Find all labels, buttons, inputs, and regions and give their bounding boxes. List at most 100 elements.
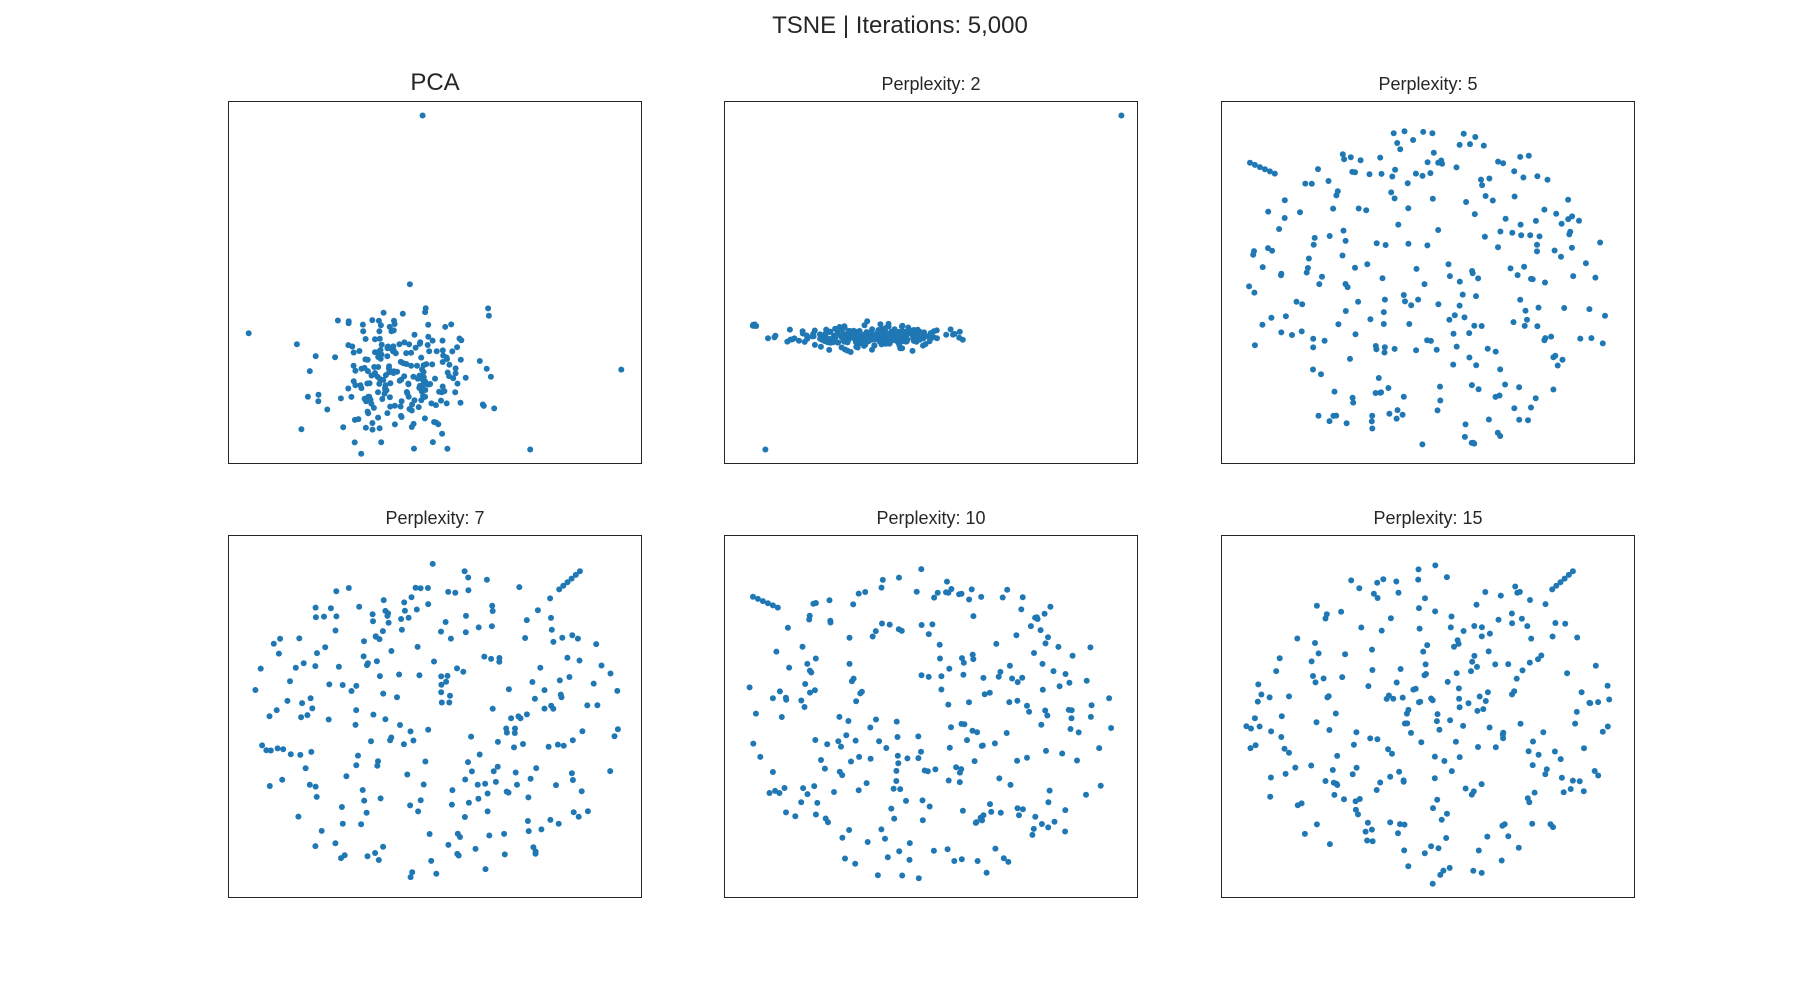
scatter-point xyxy=(1528,635,1535,642)
scatter-point xyxy=(812,737,819,743)
scatter-point xyxy=(1595,699,1602,706)
scatter-point xyxy=(838,743,844,750)
scatter-point xyxy=(1044,712,1051,719)
scatter-point xyxy=(1041,610,1048,617)
scatter-point xyxy=(364,853,371,860)
scatter-point xyxy=(343,773,350,780)
scatter-point xyxy=(488,623,495,630)
scatter-point xyxy=(945,701,952,708)
scatter-point xyxy=(1415,296,1422,303)
scatter-point xyxy=(584,702,591,709)
scatter-point xyxy=(1412,170,1419,177)
scatter-point xyxy=(452,589,459,596)
scatter-point xyxy=(352,382,359,389)
scatter-point xyxy=(426,348,433,355)
scatter-point xyxy=(1282,770,1289,777)
scatter-point xyxy=(924,768,931,775)
scatter-point xyxy=(472,845,479,852)
scatter-point xyxy=(1069,652,1076,659)
scatter-point xyxy=(1074,757,1080,764)
scatter-point xyxy=(981,691,988,698)
scatter-point xyxy=(1313,821,1320,828)
scatter-point xyxy=(1047,603,1054,610)
scatter-point xyxy=(406,281,413,288)
scatter-point xyxy=(1304,265,1311,271)
scatter-point xyxy=(279,776,286,783)
scatter-point xyxy=(1567,228,1574,235)
scatter-point xyxy=(783,809,789,816)
scatter-point xyxy=(1561,305,1568,311)
scatter-point xyxy=(1007,781,1014,788)
scatter-point xyxy=(1097,782,1104,789)
scatter-point xyxy=(1326,841,1333,848)
scatter-point xyxy=(1525,417,1531,424)
scatter-point xyxy=(438,673,445,680)
scatter-point xyxy=(387,380,394,387)
scatter-point xyxy=(1500,729,1507,736)
scatter-point xyxy=(1026,708,1033,715)
scatter-point xyxy=(421,415,428,422)
scatter-point xyxy=(1518,615,1525,622)
scatter-point xyxy=(1548,333,1555,340)
panel-title: Perplexity: 7 xyxy=(385,508,485,528)
scatter-point xyxy=(826,597,833,604)
scatter-point xyxy=(877,321,884,328)
scatter-point xyxy=(948,724,954,731)
scatter-point xyxy=(1461,433,1468,440)
scatter-point xyxy=(584,808,591,815)
scatter-point xyxy=(548,626,555,633)
scatter-point xyxy=(1382,242,1389,248)
scatter-point xyxy=(399,310,406,317)
scatter-point xyxy=(487,373,494,380)
scatter-point xyxy=(1062,671,1069,677)
scatter-point xyxy=(882,835,888,842)
scatter-point xyxy=(1310,366,1316,373)
scatter-point xyxy=(1550,386,1557,393)
scatter-point xyxy=(1448,613,1455,620)
scatter-point xyxy=(378,341,385,348)
scatter-point xyxy=(424,342,431,348)
scatter-point xyxy=(483,576,490,583)
scatter-point xyxy=(1499,822,1506,829)
scatter-point xyxy=(1592,662,1599,669)
scatter-point xyxy=(1419,172,1426,179)
plot-frame xyxy=(1221,101,1635,464)
scatter-point xyxy=(893,778,900,784)
scatter-point xyxy=(1378,389,1385,396)
scatter-point xyxy=(1424,242,1431,249)
scatter-point xyxy=(1456,695,1463,702)
scatter-point xyxy=(1331,388,1338,395)
scatter-point xyxy=(417,797,424,804)
scatter-point xyxy=(547,595,554,602)
panel-perplexity-10: Perplexity: 10 xyxy=(724,508,1138,898)
scatter-point xyxy=(915,755,922,762)
scatter-point xyxy=(818,332,825,339)
scatter-point xyxy=(1413,265,1420,272)
scatter-point xyxy=(944,846,951,853)
panel-title: Perplexity: 15 xyxy=(1373,508,1483,528)
scatter-point xyxy=(425,333,432,340)
scatter-point xyxy=(1567,786,1574,792)
scatter-point xyxy=(1254,698,1261,705)
scatter-point xyxy=(995,673,1002,680)
scatter-point xyxy=(956,334,963,341)
scatter-point xyxy=(846,634,853,641)
scatter-point xyxy=(295,813,302,820)
scatter-point xyxy=(918,672,925,679)
scatter-point xyxy=(489,705,496,712)
scatter-point xyxy=(1444,678,1451,685)
scatter-point xyxy=(771,334,778,341)
scatter-point xyxy=(362,336,369,342)
scatter-point xyxy=(1413,347,1420,354)
scatter-point xyxy=(512,725,518,732)
scatter-point xyxy=(358,365,365,372)
scatter-point xyxy=(1463,199,1470,205)
scatter-point xyxy=(454,380,461,387)
scatter-point xyxy=(618,366,625,373)
scatter-point xyxy=(1364,819,1371,826)
scatter-point xyxy=(867,755,874,762)
scatter-point xyxy=(462,629,469,636)
scatter-point xyxy=(821,765,828,772)
scatter-point xyxy=(929,621,936,628)
scatter-point xyxy=(377,347,384,353)
